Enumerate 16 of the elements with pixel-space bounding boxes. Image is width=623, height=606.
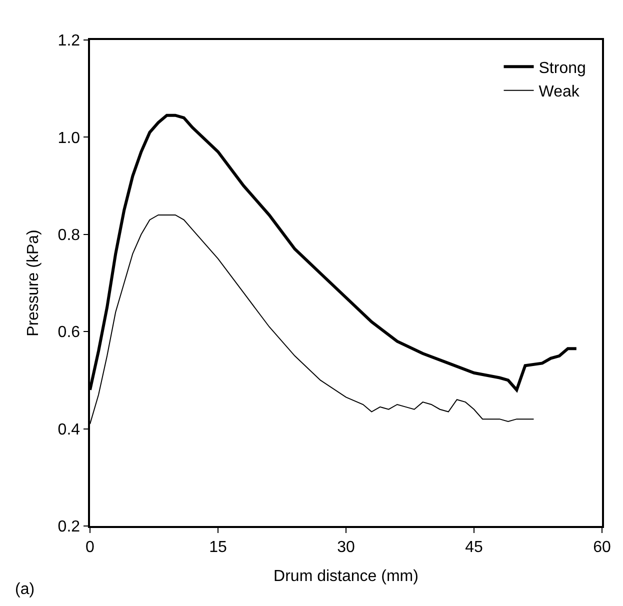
x-tick-label: 60 [593,538,611,556]
y-tick-label: 0.4 [58,421,80,438]
y-tick-label: 0.6 [58,324,80,342]
x-tick-label: 30 [337,538,355,556]
y-tick-label: 1.2 [58,32,80,50]
y-tick-label: 1.0 [58,130,80,147]
x-tick-label: 15 [209,538,227,556]
legend-label: Weak [538,84,580,101]
y-tick-label: 0.2 [58,518,80,536]
x-tick-label: 0 [86,538,95,556]
y-tick-label: 0.8 [58,227,80,244]
x-tick-label: 45 [465,538,483,556]
x-axis-title: Drum distance (mm) [274,568,418,586]
legend-label: Strong [538,60,586,77]
text: (a) [15,581,35,598]
y-axis-title: Pressure (kPa) [25,230,42,336]
